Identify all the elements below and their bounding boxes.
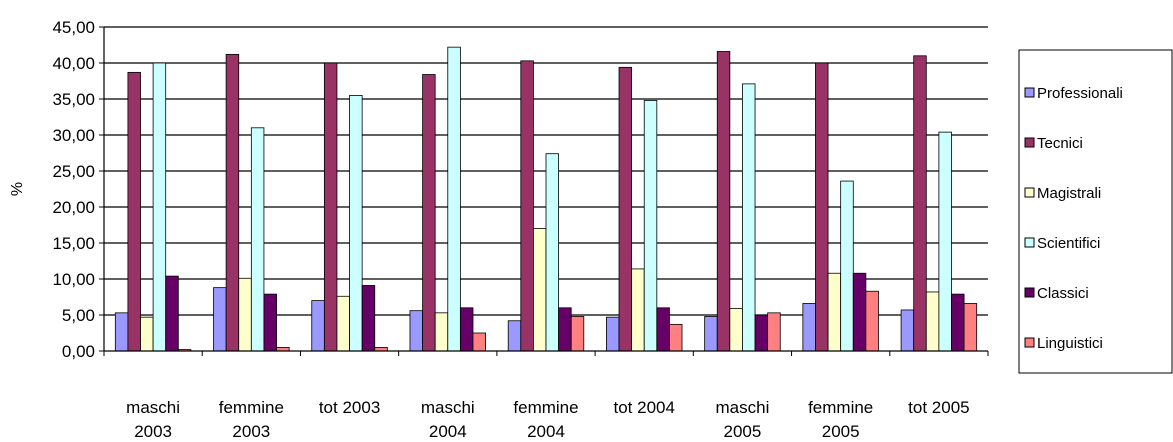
bar-professionali — [802, 303, 816, 352]
bar-professionali — [114, 312, 129, 352]
y-tick-label: 45,00 — [52, 18, 95, 37]
bar-classici — [656, 307, 670, 352]
bar-magistrali — [631, 268, 645, 352]
bar-tecnici — [422, 74, 436, 352]
x-category-label: tot 2004 — [613, 398, 674, 417]
bar-tecnici — [815, 62, 829, 352]
axes — [99, 26, 989, 356]
y-axis-label: % — [9, 182, 26, 196]
bar-scientifici — [349, 95, 363, 352]
bar-magistrali — [729, 308, 743, 352]
y-tick-label: 25,00 — [52, 162, 95, 181]
bar-scientifici — [643, 100, 658, 352]
bar-classici — [459, 307, 474, 352]
bar-tecnici — [716, 51, 731, 352]
y-tick-label: 30,00 — [52, 126, 95, 145]
bar-scientifici — [152, 62, 167, 352]
x-category-label: tot 2003 — [319, 398, 380, 417]
bars — [114, 46, 978, 352]
bar-professionali — [900, 309, 915, 352]
bar-classici — [754, 314, 769, 352]
bar-classici — [165, 275, 179, 352]
legend-label: Classici — [1037, 285, 1089, 302]
bar-magistrali — [140, 316, 154, 352]
legend-label: Linguistici — [1037, 335, 1103, 352]
x-category-label: femmine 2005 — [808, 398, 873, 441]
bar-magistrali — [827, 272, 842, 352]
legend-label: Magistrali — [1037, 185, 1101, 202]
bar-professionali — [311, 300, 325, 352]
bar-professionali — [213, 287, 227, 352]
bar-classici — [263, 293, 277, 352]
x-category-label: maschi 2003 — [126, 398, 180, 441]
legend-label: Tecnici — [1037, 135, 1083, 152]
x-category-label: femmine 2003 — [219, 398, 284, 441]
bar-linguistici — [669, 323, 683, 352]
bar-tecnici — [323, 62, 338, 352]
legend-swatch — [1024, 187, 1035, 198]
bar-magistrali — [238, 277, 252, 352]
bar-magistrali — [925, 291, 940, 352]
x-category-label: tot 2005 — [908, 398, 969, 417]
y-tick-label: 35,00 — [52, 90, 95, 109]
bar-scientifici — [938, 131, 952, 352]
y-tick-label: 10,00 — [52, 270, 95, 289]
bar-scientifici — [840, 180, 854, 352]
legend-box — [1018, 49, 1173, 374]
legend-swatch — [1024, 237, 1035, 248]
bar-professionali — [409, 310, 423, 352]
bar-classici — [951, 293, 965, 352]
bar-magistrali — [434, 312, 449, 352]
legend-swatch — [1024, 287, 1035, 298]
y-tick-label: 5,00 — [62, 306, 95, 325]
bar-classici — [852, 272, 867, 352]
bar-professionali — [507, 320, 522, 352]
bar-tecnici — [127, 71, 141, 352]
legend-label: Scientifici — [1037, 235, 1100, 252]
bar-scientifici — [742, 83, 756, 352]
bar-magistrali — [533, 228, 547, 352]
bar-scientifici — [250, 127, 265, 352]
bar-tecnici — [913, 55, 927, 352]
bar-classici — [558, 307, 572, 352]
bar-tecnici — [520, 60, 534, 352]
bar-linguistici — [472, 332, 486, 352]
y-tick-label: 0,00 — [62, 342, 95, 361]
x-category-label: femmine 2004 — [513, 398, 578, 441]
legend-swatch — [1024, 337, 1035, 348]
bar-scientifici — [545, 153, 560, 352]
y-tick-labels: 0,00 5,00 10,00 15,00 20,00 25,00 30,00 35,00 40… — [52, 18, 95, 361]
bar-linguistici — [865, 290, 879, 352]
bar-classici — [361, 285, 376, 352]
y-tick-label: 40,00 — [52, 54, 95, 73]
legend: Professionali Tecnici Magistrali Scientific… — [1018, 49, 1173, 374]
legend-swatch — [1024, 87, 1035, 98]
bar-tecnici — [618, 66, 633, 352]
bar-linguistici — [963, 303, 978, 352]
bar-magistrali — [336, 295, 350, 352]
bar-scientifici — [447, 46, 461, 352]
y-tick-label: 20,00 — [52, 198, 95, 217]
bar-professionali — [704, 316, 718, 352]
bar-professionali — [606, 316, 620, 352]
legend-label: Professionali — [1037, 85, 1123, 102]
bar-linguistici — [767, 312, 781, 352]
y-tick-label: 15,00 — [52, 234, 95, 253]
x-category-label: maschi 2005 — [716, 398, 770, 441]
legend-swatch — [1024, 137, 1035, 148]
bar-tecnici — [225, 53, 240, 352]
x-category-label: maschi 2004 — [421, 398, 475, 441]
x-category-labels: maschi 2003 femmine 2003 tot 2003 maschi 2004 f… — [126, 398, 969, 441]
bar-linguistici — [570, 316, 585, 352]
